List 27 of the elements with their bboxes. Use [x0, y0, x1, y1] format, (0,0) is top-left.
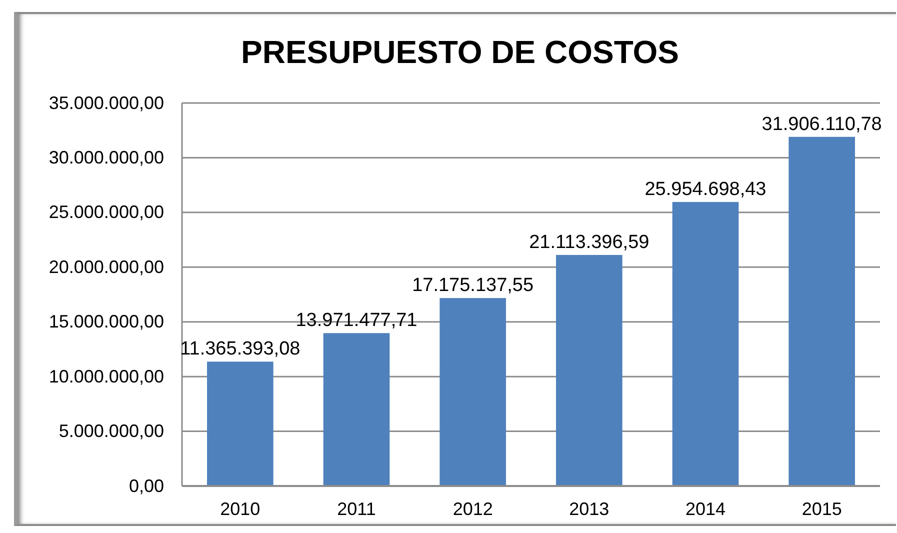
y-tick-label: 5.000.000,00 [58, 421, 164, 442]
data-label: 11.365.393,08 [180, 338, 300, 360]
y-tick-label: 20.000.000,00 [48, 256, 164, 277]
bar [323, 333, 390, 486]
data-label: 25.954.698,43 [644, 178, 766, 200]
x-tick-label: 2012 [452, 498, 493, 519]
x-tick-label: 2015 [802, 498, 842, 519]
data-label: 13.971.477,71 [296, 310, 418, 332]
bar [788, 136, 855, 486]
x-tick-label: 2014 [685, 498, 726, 519]
chart-title: PRESUPUESTO DE COSTOS [240, 34, 680, 70]
bar [207, 362, 274, 486]
data-label: 31.906.110,78 [762, 114, 882, 135]
data-label: 17.175.137,55 [412, 275, 534, 296]
y-tick-label: 15.000.000,00 [48, 312, 164, 332]
y-tick-label: 30.000.000,00 [48, 147, 164, 168]
x-tick-label: 2013 [569, 498, 610, 519]
y-tick-label: 0,00 [128, 476, 164, 496]
bar [672, 202, 739, 486]
x-tick-label: 2011 [337, 498, 376, 519]
y-tick-label: 35.000.000,00 [48, 92, 164, 113]
y-tick-label: 10.000.000,00 [48, 366, 164, 386]
x-tick-label: 2010 [220, 498, 260, 519]
y-tick-label: 25.000.000,00 [48, 202, 164, 222]
bar [556, 254, 622, 486]
bar [440, 298, 506, 486]
data-label: 21.113.396,59 [529, 232, 650, 253]
